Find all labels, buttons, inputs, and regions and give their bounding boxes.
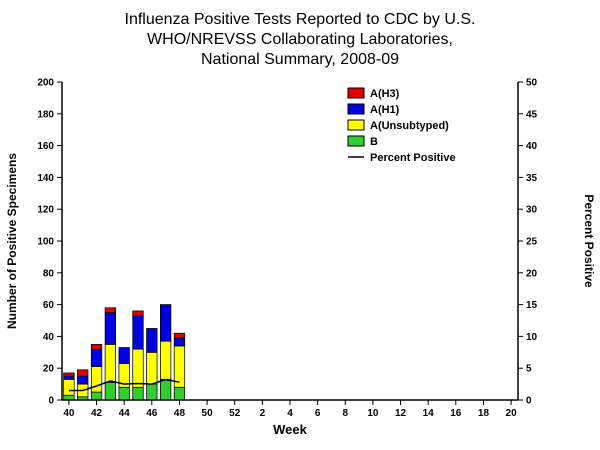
- legend-label: A(H1): [370, 104, 400, 116]
- x-tick-label: 16: [450, 408, 462, 419]
- bar-segment: [146, 383, 158, 401]
- legend-swatch: [347, 87, 365, 99]
- left-tick-label: 40: [43, 332, 55, 343]
- bar-segment: [173, 337, 186, 347]
- right-tick-label: 50: [526, 78, 538, 89]
- x-tick-label: 48: [174, 408, 186, 419]
- x-tick-label: 42: [91, 408, 103, 419]
- bar-segment: [160, 340, 172, 380]
- bar-segment: [77, 375, 89, 385]
- x-tick-label: 8: [342, 408, 348, 419]
- chart-title-line-2: WHO/NREVSS Collaborating Laboratories,: [147, 31, 453, 48]
- right-tick-label: 25: [526, 237, 538, 248]
- bar-segment: [118, 347, 130, 364]
- right-tick-label: 45: [526, 109, 538, 120]
- left-tick-label: 120: [37, 205, 54, 216]
- x-tick-label: 18: [478, 408, 490, 419]
- x-tick-label: 40: [63, 408, 75, 419]
- left-tick-label: 20: [43, 364, 55, 375]
- legend-label: B: [370, 136, 378, 148]
- x-tick-label: 4: [287, 408, 293, 419]
- bar-segment: [132, 386, 144, 401]
- x-tick-label: 46: [146, 408, 158, 419]
- left-tick-label: 180: [37, 109, 54, 120]
- x-tick-label: 44: [119, 408, 131, 419]
- legend-swatch: [347, 135, 365, 147]
- chart-title-line-3: National Summary, 2008-09: [200, 51, 400, 68]
- x-tick-label: 10: [367, 408, 379, 419]
- bar-segment: [63, 375, 75, 380]
- x-axis-title: Week: [273, 422, 307, 437]
- bar-segment: [173, 332, 186, 339]
- left-tick-label: 60: [43, 300, 55, 311]
- x-tick-label: 14: [423, 408, 435, 419]
- left-tick-label: 140: [37, 173, 54, 184]
- bar-segment: [132, 348, 144, 388]
- legend-label: Percent Positive: [370, 152, 456, 164]
- bar-segment: [118, 386, 130, 401]
- chart-title-line-1: Influenza Positive Tests Reported to CDC…: [124, 11, 476, 28]
- bar-segment: [104, 343, 116, 383]
- right-tick-label: 15: [526, 300, 538, 311]
- bar-segment: [104, 307, 116, 313]
- bar-segment: [90, 343, 103, 350]
- x-tick-label: 20: [506, 408, 518, 419]
- bar-segment: [104, 382, 116, 401]
- right-tick-label: 35: [526, 173, 538, 184]
- right-tick-label: 0: [526, 396, 532, 407]
- bar-segment: [132, 315, 144, 350]
- influenza-stacked-bar-chart: 0 20 40 60 80 100 120 140 160 180 200 0 5 10 15 20 25 30 3…: [5, 78, 596, 438]
- bar-segment: [77, 369, 89, 377]
- bar-segment: [104, 312, 116, 345]
- left-tick-label: 200: [37, 78, 54, 89]
- x-tick-label: 12: [395, 408, 407, 419]
- x-tick-label: 2: [260, 408, 266, 419]
- bar-segment: [146, 351, 158, 385]
- left-tick-label: 0: [48, 396, 54, 407]
- right-axis-title: Percent Positive: [582, 194, 596, 288]
- legend-label: A(H3): [370, 88, 400, 100]
- bar-segment: [90, 391, 103, 401]
- legend-label: A(Unsubtyped): [370, 120, 449, 132]
- legend-swatch: [347, 103, 365, 115]
- bar-segment: [146, 328, 158, 353]
- bar-segment: [63, 372, 75, 377]
- bar-segment: [173, 386, 186, 401]
- x-tick-label: 50: [202, 408, 214, 419]
- bar-segment: [160, 378, 172, 401]
- bar-segment: [90, 348, 103, 367]
- x-tick-label: 52: [229, 408, 241, 419]
- left-tick-label: 160: [37, 141, 54, 152]
- bar-segment: [90, 366, 103, 393]
- right-tick-label: 30: [526, 205, 538, 216]
- x-tick-label: 6: [315, 408, 321, 419]
- right-tick-label: 5: [526, 364, 532, 375]
- left-tick-label: 100: [37, 237, 54, 248]
- left-tick-label: 80: [43, 268, 55, 279]
- right-tick-label: 40: [526, 141, 538, 152]
- bar-segment: [63, 378, 75, 396]
- left-axis-title: Number of Positive Specimens: [5, 153, 19, 329]
- percent-positive-line: [68, 378, 180, 392]
- legend-swatch: [347, 119, 365, 131]
- right-tick-label: 10: [526, 332, 538, 343]
- bar-segment: [160, 304, 172, 342]
- right-tick-label: 20: [526, 268, 538, 279]
- bar-segment: [132, 310, 144, 317]
- chart-title: Influenza Positive Tests Reported to CDC…: [0, 0, 600, 70]
